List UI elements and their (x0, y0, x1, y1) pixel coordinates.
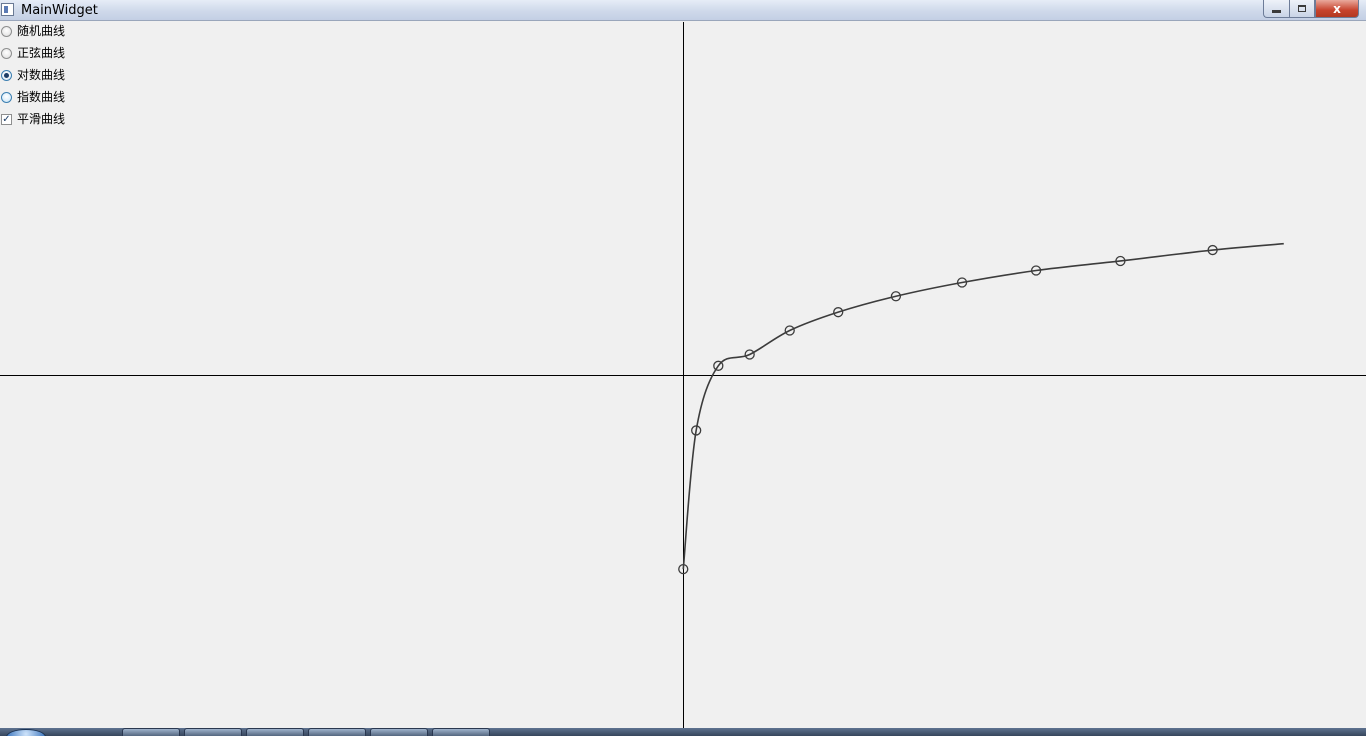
option-log-curve[interactable]: 对数曲线 (0, 66, 65, 84)
option-label: 对数曲线 (17, 68, 66, 82)
option-label: 随机曲线 (17, 24, 66, 38)
data-point-10 (1207, 244, 1218, 256)
taskbar-item[interactable] (184, 728, 242, 736)
data-point-8 (1030, 265, 1042, 276)
window-controls: x (1263, 0, 1359, 18)
taskbar-item[interactable] (308, 728, 366, 736)
option-sine-curve[interactable]: 正弦曲线 (0, 44, 65, 62)
taskbar-item[interactable] (246, 728, 304, 736)
radio-log-curve[interactable] (1, 69, 12, 81)
data-point-3 (744, 349, 755, 360)
option-smooth-curve[interactable]: ✓ 平滑曲线 (0, 110, 65, 128)
radio-exp-curve[interactable] (1, 91, 12, 103)
data-point-6 (890, 291, 902, 302)
option-label: 指数曲线 (17, 90, 66, 104)
taskbar-item[interactable] (432, 728, 490, 736)
restore-icon (1298, 5, 1306, 12)
radio-sine-curve[interactable] (1, 47, 12, 59)
checkbox-smooth-curve[interactable]: ✓ (1, 113, 12, 125)
data-point-1 (691, 425, 702, 436)
option-label: 正弦曲线 (17, 46, 66, 60)
data-point-2 (713, 360, 724, 371)
minimize-icon (1272, 10, 1281, 13)
option-label: 平滑曲线 (17, 112, 66, 126)
option-random-curve[interactable]: 随机曲线 (0, 22, 65, 40)
data-point-7 (956, 277, 968, 288)
close-icon: x (1333, 1, 1341, 16)
maximize-button[interactable] (1289, 0, 1315, 18)
start-button[interactable] (6, 729, 46, 736)
radio-random-curve[interactable] (1, 25, 12, 37)
data-point-9 (1115, 255, 1126, 267)
title-bar[interactable]: MainWidget x (0, 0, 1366, 21)
window-title: MainWidget (21, 3, 98, 18)
taskbar-item[interactable] (122, 728, 180, 736)
data-point-4 (784, 325, 795, 336)
taskbar-item[interactable] (370, 728, 428, 736)
app-icon[interactable] (1, 3, 14, 16)
data-point-5 (833, 307, 844, 318)
minimize-button[interactable] (1263, 0, 1289, 18)
close-button[interactable]: x (1315, 0, 1359, 18)
taskbar (0, 728, 1366, 736)
option-exp-curve[interactable]: 指数曲线 (0, 88, 65, 106)
radio-selected-dot (4, 72, 9, 78)
plot-area (0, 22, 1366, 728)
log-curve-line (682, 242, 1284, 570)
data-point-0 (678, 564, 689, 575)
